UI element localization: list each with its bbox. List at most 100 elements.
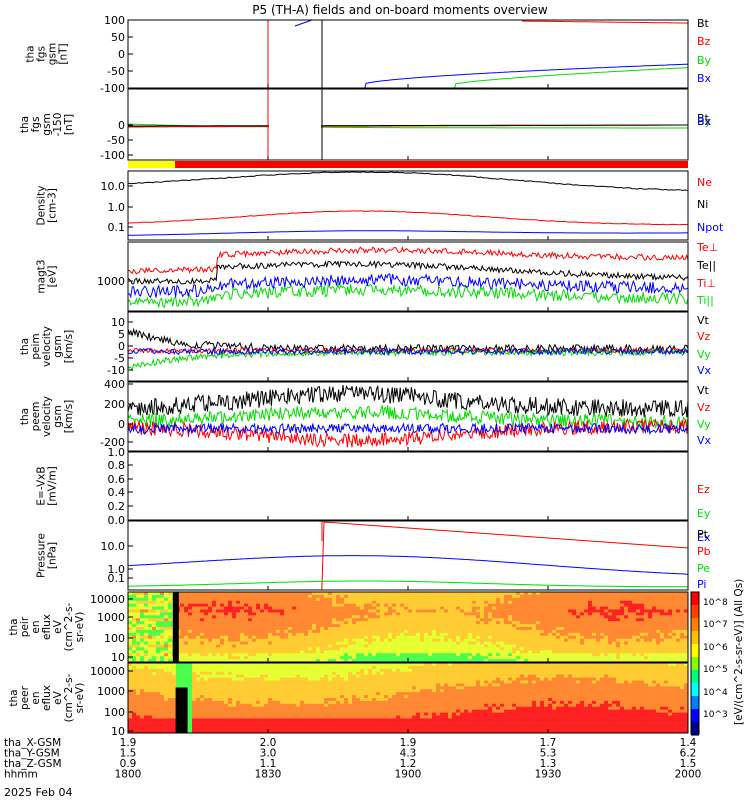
spectrogram-cell — [328, 600, 333, 605]
spectrogram-cell — [552, 609, 557, 614]
spectrogram-cell — [324, 644, 329, 649]
spectrogram-cell — [480, 606, 485, 611]
spectrogram-cell — [404, 603, 409, 608]
spectrogram-cell — [352, 638, 357, 643]
spectrogram-cell — [668, 618, 673, 622]
spectrogram-cell — [532, 609, 537, 614]
spectrogram-cell — [560, 686, 565, 690]
spectrogram-cell — [348, 680, 353, 685]
spectrogram-cell — [672, 600, 677, 605]
spectrogram-cell — [508, 677, 513, 682]
spectrogram-cell — [640, 677, 645, 682]
spectrogram-cell — [684, 659, 688, 662]
spectrogram-cell — [596, 627, 601, 631]
spectrogram-cell — [404, 665, 409, 670]
spectrogram-cell — [584, 624, 589, 628]
spectrogram-cell — [160, 644, 165, 649]
spectrogram-cell — [304, 603, 309, 608]
spectrogram-cell — [196, 677, 201, 682]
spectrogram-cell — [276, 624, 281, 628]
axis-label-line: tha — [8, 618, 20, 635]
spectrogram-cell — [396, 627, 401, 631]
spectrogram-cell — [228, 635, 233, 640]
spectrogram-cell — [296, 680, 301, 685]
spectrogram-cell — [464, 638, 469, 643]
spectrogram-cell — [648, 615, 653, 619]
spectrogram-cell — [668, 615, 673, 619]
spectrogram-cell — [212, 686, 217, 690]
spectrogram-cell — [416, 659, 421, 662]
spectrogram-cell — [408, 674, 413, 679]
spectrogram-cell — [156, 683, 161, 687]
spectrogram-cell — [468, 618, 473, 622]
spectrogram-cell — [620, 641, 625, 646]
spectrogram-cell — [320, 615, 325, 619]
spectrogram-cell — [216, 653, 221, 657]
spectrogram-cell — [492, 665, 497, 670]
spectrogram-cell — [572, 663, 577, 667]
spectrogram-cell — [592, 665, 597, 670]
spectrogram-cell — [208, 632, 213, 637]
spectrogram-cell — [484, 635, 489, 640]
spectrogram-cell — [340, 647, 345, 651]
panel-frame — [127, 520, 689, 591]
spectrogram-cell — [168, 600, 173, 605]
spectrogram-cell — [248, 668, 253, 673]
spectrogram-cell — [500, 597, 505, 602]
spectrogram-cell — [220, 689, 225, 693]
spectrogram-cell — [208, 592, 213, 596]
spectrogram-cell — [168, 615, 173, 619]
spectrogram-cell — [220, 615, 225, 619]
spectrogram-cell — [168, 627, 173, 631]
spectrogram-cell — [636, 606, 641, 611]
spectrogram-cell — [376, 592, 381, 596]
spectrogram-cell — [164, 659, 169, 662]
spectrogram-cell — [192, 603, 197, 608]
spectrogram-cell — [288, 606, 293, 611]
spectrogram-cell — [232, 671, 237, 676]
spectrogram-cell — [260, 597, 265, 602]
spectrogram-cell — [592, 671, 597, 676]
spectrogram-cell — [596, 609, 601, 614]
spectrogram-cell — [384, 618, 389, 622]
spectrogram-cell — [556, 650, 561, 654]
spectrogram-cell — [364, 597, 369, 602]
spectrogram-cell — [636, 618, 641, 622]
spectrogram-cell — [512, 635, 517, 640]
spectrogram-cell — [336, 671, 341, 676]
spectrogram-cell — [224, 680, 229, 685]
spectrogram-cell — [476, 650, 481, 654]
spectrogram-cell — [636, 680, 641, 685]
spectrogram-cell — [204, 665, 209, 670]
spectrogram-cell — [380, 621, 385, 625]
spectrogram-cell — [652, 635, 657, 640]
spectrogram-cell — [672, 671, 677, 676]
spectrogram-cell — [268, 671, 273, 676]
spectrogram-cell — [352, 603, 357, 608]
spectrogram-cell — [144, 592, 149, 596]
spectrogram-cell — [588, 686, 593, 690]
spectrogram-cell — [128, 650, 133, 654]
spectrogram-cell — [676, 663, 681, 667]
spectrogram-cell — [532, 656, 537, 660]
spectrogram-cell — [200, 668, 205, 673]
spectrogram-cell — [412, 680, 417, 685]
spectrogram-cell — [296, 653, 301, 657]
spectrogram-cell — [600, 674, 605, 679]
spectrogram-cell — [208, 606, 213, 611]
spectrogram-cell — [336, 606, 341, 611]
spectrogram-cell — [388, 621, 393, 625]
spectrogram-cell — [260, 686, 265, 690]
spectrogram-cell — [540, 612, 545, 616]
spectrogram-cell — [592, 609, 597, 614]
spectrogram-cell — [212, 665, 217, 670]
spectrogram-cell — [616, 671, 621, 676]
spectrogram-cell — [160, 594, 165, 599]
spectrogram-cell — [300, 644, 305, 649]
spectrogram-cell — [492, 624, 497, 628]
spectrogram-cell — [528, 594, 533, 599]
spectrogram-cell — [128, 680, 133, 685]
spectrogram-cell — [576, 671, 581, 676]
spectrogram-cell — [596, 612, 601, 616]
spectrogram-cell — [424, 609, 429, 614]
